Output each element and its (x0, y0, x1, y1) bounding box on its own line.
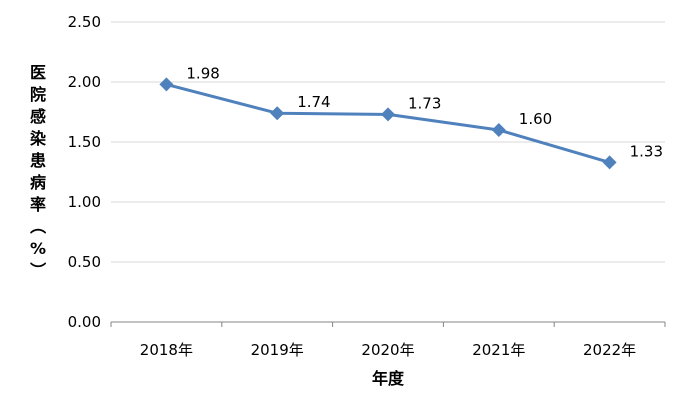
y-axis-title-char: 感 (30, 107, 46, 126)
x-tick-label: 2018年 (140, 341, 193, 359)
y-axis-title-char: 医 (30, 63, 46, 82)
y-tick-label: 2.00 (68, 73, 101, 91)
data-point-marker (491, 123, 506, 137)
data-label: 1.98 (186, 64, 219, 82)
data-label: 1.73 (408, 94, 441, 112)
x-axis-title: 年度 (372, 369, 405, 388)
y-axis-ticks: 0.00 0.50 1.00 1.50 2.00 2.50 (68, 13, 101, 331)
y-axis-title-char: % (30, 239, 46, 258)
x-tick-label: 2019年 (251, 341, 304, 359)
y-tick-label: 0.00 (68, 313, 101, 331)
y-tick-label: 1.50 (68, 133, 101, 151)
data-label: 1.33 (630, 142, 663, 160)
x-axis-ticks: 2018年 2019年 2020年 2021年 2022年 (140, 341, 636, 359)
data-point-marker (381, 107, 395, 122)
y-tick-label: 0.50 (68, 253, 101, 271)
y-tick-label: 1.00 (68, 193, 101, 211)
x-tick-label: 2020年 (361, 341, 414, 359)
data-point-marker (159, 77, 174, 92)
data-labels: 1.98 1.74 1.73 1.60 1.33 (186, 64, 663, 160)
y-axis-title-char: 染 (29, 129, 47, 148)
data-label: 1.74 (297, 93, 330, 111)
y-tick-label: 2.50 (68, 13, 101, 31)
x-axis (110, 321, 666, 327)
data-label: 1.60 (519, 110, 552, 128)
y-axis-title-char: 患 (30, 151, 46, 170)
data-point-marker (602, 155, 617, 170)
y-axis-title-char: ） (28, 262, 47, 278)
data-point-marker (270, 106, 285, 121)
y-axis-title-char: 率 (30, 195, 46, 214)
y-axis-title-char: （ (28, 218, 47, 234)
x-tick-label: 2022年 (583, 341, 636, 359)
gridlines (111, 21, 665, 263)
x-tick-label: 2021年 (472, 341, 525, 359)
y-axis-title-char: 院 (30, 85, 46, 104)
y-axis-title-char: 病 (30, 173, 46, 192)
series-group (159, 77, 617, 170)
